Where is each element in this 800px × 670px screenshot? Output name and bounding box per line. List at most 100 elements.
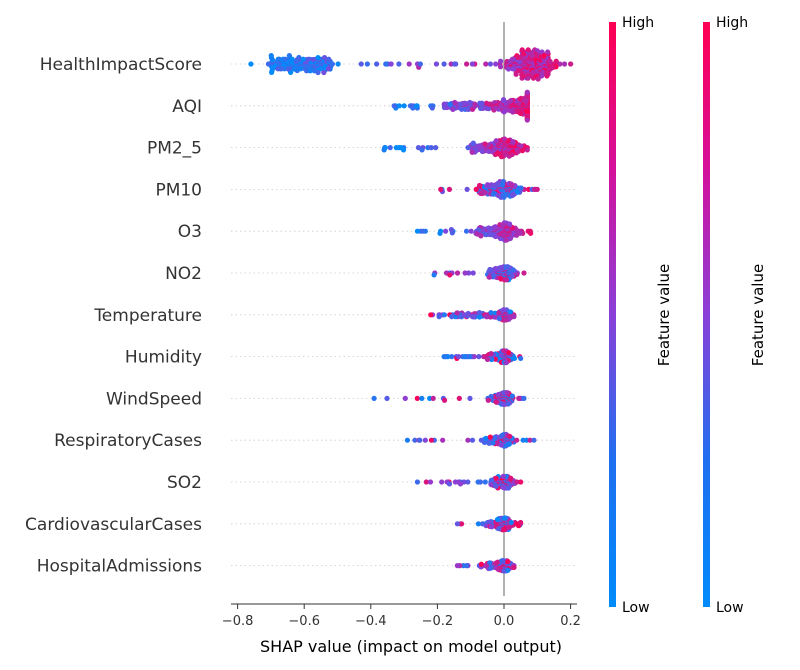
shap-dot — [469, 61, 475, 67]
feature-label: NO2 — [165, 264, 202, 284]
shap-dot — [509, 393, 515, 399]
shap-dot — [406, 61, 412, 67]
shap-dot — [465, 106, 471, 112]
shap-dot — [491, 182, 497, 189]
shap-dot — [524, 147, 530, 153]
shap-dot — [317, 66, 324, 72]
shap-dot — [527, 437, 533, 443]
shap-dot — [293, 58, 299, 65]
shap-dot — [493, 399, 499, 405]
shap-dot — [441, 312, 448, 318]
shap-dot — [500, 192, 506, 199]
shap-dot — [488, 477, 495, 483]
shap-dot — [291, 66, 298, 72]
shap-dot — [476, 354, 482, 360]
shap-dot — [484, 356, 491, 362]
shap-dot — [486, 519, 493, 525]
shap-dot — [447, 101, 453, 107]
shap-dot — [557, 61, 563, 67]
shap-dot — [509, 273, 515, 279]
shap-dot — [486, 225, 492, 231]
colorbar-2-gradient — [703, 22, 710, 607]
shap-dot — [496, 316, 503, 322]
shap-dot — [493, 61, 499, 67]
shap-dot — [269, 69, 275, 75]
shap-dot — [503, 277, 510, 283]
shap-dot — [371, 395, 377, 401]
shap-dot — [436, 314, 442, 320]
shap-dot — [506, 524, 512, 530]
shap-dot — [523, 98, 529, 104]
shap-dot — [539, 73, 545, 79]
shap-dot — [470, 270, 476, 276]
shap-dot — [478, 437, 484, 443]
shap-dot — [449, 354, 455, 360]
shap-dot — [282, 56, 288, 62]
shap-dot — [519, 148, 526, 154]
shap-dot — [315, 54, 321, 61]
shap-dot — [508, 475, 514, 481]
shap-dot — [503, 317, 509, 323]
x-axis-title: SHAP value (impact on model output) — [260, 637, 562, 656]
shap-dot — [487, 266, 493, 273]
shap-dot — [505, 485, 512, 491]
shap-dot — [510, 267, 516, 273]
shap-dot — [459, 521, 465, 527]
shap-dot — [419, 147, 425, 153]
shap-dot — [431, 272, 437, 278]
shap-dot — [483, 232, 489, 238]
shap-dot — [456, 395, 462, 401]
shap-dot — [387, 145, 393, 151]
shap-dot — [495, 192, 501, 199]
shap-dot — [428, 312, 434, 318]
shap-dot — [491, 224, 497, 230]
shap-dot — [518, 185, 524, 191]
shap-dot — [475, 521, 481, 527]
shap-dot — [325, 66, 332, 72]
shap-dot — [285, 66, 291, 72]
shap-dot — [500, 527, 506, 533]
shap-dot — [457, 481, 464, 487]
feature-label: WindSpeed — [106, 389, 202, 409]
shap-dot — [521, 395, 527, 401]
shap-dot — [437, 230, 443, 236]
shap-dot — [547, 58, 553, 65]
shap-dot — [465, 437, 471, 443]
shap-dot — [507, 309, 514, 315]
shap-dot — [476, 182, 483, 189]
shap-dot — [428, 145, 434, 151]
shap-dot — [496, 310, 502, 316]
shap-dot — [400, 147, 407, 153]
shap-dot — [497, 64, 504, 70]
shap-dot — [402, 395, 408, 401]
shap-dot — [487, 61, 493, 67]
shap-dot — [407, 103, 414, 109]
shap-dot — [414, 228, 421, 234]
shap-dot — [248, 61, 254, 67]
shap-dot — [462, 270, 468, 276]
shap-dot — [504, 390, 510, 396]
shap-dot — [482, 190, 488, 196]
shap-dot — [490, 440, 496, 446]
shap-dot — [518, 519, 524, 526]
shap-dot — [429, 105, 435, 111]
shap-dot — [268, 53, 274, 59]
shap-dot — [500, 484, 506, 490]
shap-dot — [501, 348, 507, 354]
shap-dot — [514, 189, 520, 195]
shap-dot — [488, 482, 494, 488]
shap-dot — [508, 519, 514, 526]
shap-dot — [417, 437, 423, 443]
shap-dot — [471, 354, 477, 360]
shap-dot — [364, 61, 370, 67]
shap-dot — [500, 473, 506, 479]
shap-dot — [265, 61, 272, 67]
shap-dot — [524, 108, 530, 114]
shap-dot — [468, 228, 474, 234]
shap-dot — [483, 314, 489, 320]
shap-dot — [494, 559, 501, 565]
feature-label: Humidity — [125, 348, 202, 368]
shap-dot — [448, 226, 454, 233]
feature-label: AQI — [172, 97, 202, 117]
shap-dot — [486, 274, 492, 280]
